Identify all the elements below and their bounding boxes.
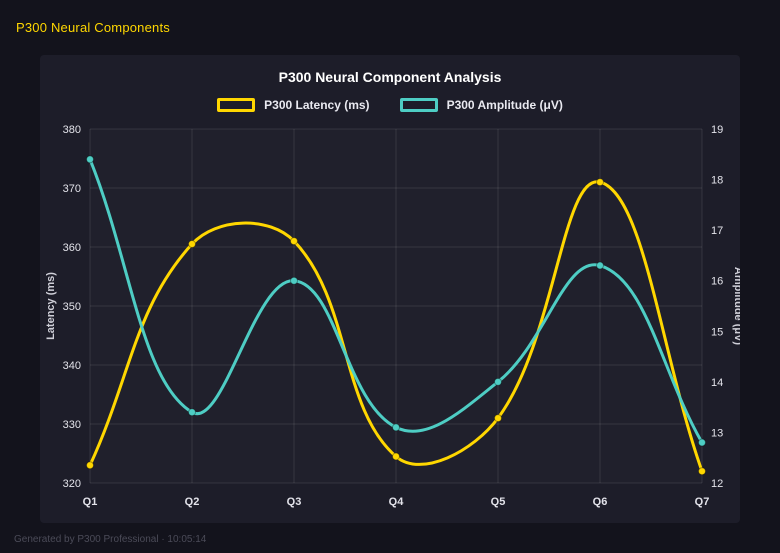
chart-canvas: Q1 Q2 Q3 Q4 Q5 Q6 Q7 320 330 340 350 360 370 380 12 13 1… bbox=[45, 124, 740, 508]
chart-title: P300 Neural Component Analysis bbox=[278, 69, 502, 85]
legend-label-latency: P300 Latency (ms) bbox=[264, 98, 370, 112]
svg-text:15: 15 bbox=[711, 326, 723, 338]
svg-text:320: 320 bbox=[63, 478, 81, 490]
footer-note: Generated by P300 Professional · 10:05:1… bbox=[14, 534, 207, 545]
svg-text:360: 360 bbox=[63, 242, 81, 254]
svg-text:14: 14 bbox=[711, 377, 723, 389]
svg-text:16: 16 bbox=[711, 276, 723, 288]
svg-text:12: 12 bbox=[711, 478, 723, 490]
svg-text:Q2: Q2 bbox=[185, 496, 200, 508]
chart-legend: P300 Latency (ms) P300 Amplitude (μV) bbox=[40, 97, 740, 113]
svg-text:18: 18 bbox=[711, 175, 723, 187]
svg-text:Q6: Q6 bbox=[593, 496, 608, 508]
svg-text:380: 380 bbox=[63, 124, 81, 136]
svg-text:17: 17 bbox=[711, 225, 723, 237]
svg-text:350: 350 bbox=[63, 301, 81, 313]
svg-text:330: 330 bbox=[63, 419, 81, 431]
svg-text:13: 13 bbox=[711, 427, 723, 439]
legend-item-latency[interactable]: P300 Latency (ms) bbox=[217, 98, 370, 112]
svg-text:Q3: Q3 bbox=[287, 496, 302, 508]
svg-text:19: 19 bbox=[711, 124, 723, 136]
svg-text:340: 340 bbox=[63, 360, 81, 372]
svg-text:Q1: Q1 bbox=[83, 496, 98, 508]
svg-text:370: 370 bbox=[63, 183, 81, 195]
svg-text:Q5: Q5 bbox=[491, 496, 506, 508]
legend-swatch-amplitude-icon bbox=[399, 98, 438, 112]
page-title: P300 Neural Components bbox=[16, 20, 170, 35]
svg-text:Latency (ms): Latency (ms) bbox=[45, 272, 57, 340]
chart-panel: P300 Neural Component Analysis P300 Late… bbox=[40, 55, 740, 523]
legend-swatch-latency-icon bbox=[217, 98, 256, 112]
legend-label-amplitude: P300 Amplitude (μV) bbox=[446, 98, 563, 112]
svg-text:Amplitude (μV): Amplitude (μV) bbox=[732, 267, 740, 346]
svg-text:Q4: Q4 bbox=[389, 496, 405, 508]
svg-text:Q7: Q7 bbox=[695, 496, 710, 508]
legend-item-amplitude[interactable]: P300 Amplitude (μV) bbox=[399, 98, 563, 112]
